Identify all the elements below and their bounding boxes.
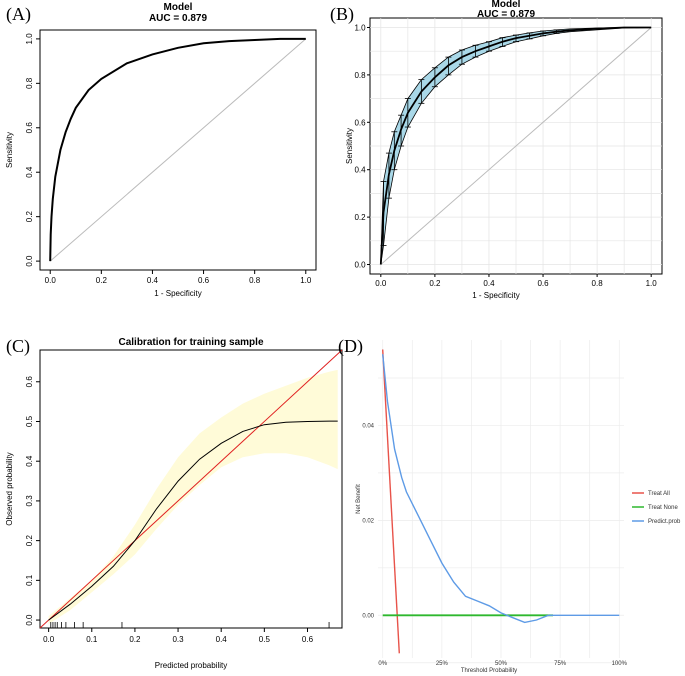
panel-a-xtick-label: 0.0 [45, 276, 57, 285]
panel-c-frame [39, 349, 343, 629]
panel-c-title: Calibration for training sample [118, 337, 263, 348]
panel-c-calibration: (C) Calibration for training sample 0.0 0.1… [5, 336, 343, 670]
panel-d-ytick-label: 0.00 [362, 613, 374, 619]
panel-c-ytick-label: 0.4 [25, 455, 34, 467]
panel-a-xtick-label: 0.2 [96, 276, 108, 285]
panel-d-xtick-label: 75% [554, 661, 567, 667]
panel-b-ylabel: Sensitivity [345, 128, 354, 164]
panel-b-xtick-label: 0.2 [429, 279, 441, 288]
panel-a-roc-curve [49, 37, 306, 262]
panel-b-xtick-label: 0.8 [592, 279, 604, 288]
panel-d-xlabel: Threshold Probability [461, 668, 517, 674]
panel-c-ytick-label: 0.0 [25, 614, 34, 626]
panel-c-xtick-label: 0.5 [259, 635, 271, 644]
panel-d-ytick-label: 0.04 [362, 423, 374, 429]
legend-entry: Treat None [648, 505, 678, 511]
panel-b-xtick-label: 0.6 [537, 279, 549, 288]
panel-c-ytick-label: 0.3 [25, 495, 34, 507]
panel-c-ci-band [48, 369, 338, 624]
legend-entry: Predict.prob [648, 519, 681, 525]
panel-b-xtick-label: 0.0 [375, 279, 387, 288]
panel-c-xtick-label: 0.0 [43, 635, 55, 644]
panel-b-ytick-label: 1.0 [354, 23, 366, 32]
panel-b-ytick-label: 0.4 [354, 166, 366, 175]
panel-a-ytick-label: 0.2 [25, 211, 34, 223]
panel-c-label: (C) [6, 336, 30, 357]
panel-d-ytick-label: 0.02 [362, 518, 374, 524]
panel-b-subtitle: AUC = 0.879 [477, 9, 536, 20]
panel-d-xtick-label: 25% [436, 661, 449, 667]
panel-a-xlabel: 1 - Specificity [154, 289, 202, 298]
panel-c-ytick-label: 0.6 [25, 376, 34, 388]
panel-a-ylabel: Sensitivity [5, 132, 14, 168]
panel-b-ytick-label: 0.8 [354, 71, 366, 80]
panel-d-treat-all-line [382, 349, 400, 654]
panel-b-ytick-label: 0.6 [354, 118, 366, 127]
panel-a-ytick-label: 0.4 [25, 166, 34, 178]
panel-c-xtick-label: 0.4 [216, 635, 228, 644]
panel-a-ytick-label: 0.8 [25, 77, 34, 89]
panel-c-xtick-label: 0.3 [172, 635, 184, 644]
panel-d-xtick-label: 100% [612, 661, 628, 667]
panel-b-ytick-label: 0.2 [354, 213, 366, 222]
panel-d-legend: Treat All Treat None Predict.prob [632, 491, 681, 525]
panel-a-diagonal [49, 38, 307, 262]
panel-a-ytick-label: 0.6 [25, 122, 34, 134]
legend-entry: Treat All [648, 491, 670, 497]
panel-c-ytick-label: 0.2 [25, 535, 34, 547]
panel-b-xtick-label: 0.4 [483, 279, 495, 288]
panel-c-ideal-line [39, 349, 343, 629]
panel-c-xlabel: Predicted probability [155, 661, 227, 670]
panel-a-xtick-label: 0.4 [147, 276, 159, 285]
panel-b-xlabel: 1 - Specificity [472, 291, 520, 300]
panel-a-subtitle: AUC = 0.879 [149, 13, 208, 24]
panel-d-predict-prob-line [382, 354, 620, 624]
panel-c-xtick-label: 0.1 [86, 635, 98, 644]
panel-c-xtick-label: 0.6 [302, 635, 314, 644]
panel-c-ytick-label: 0.1 [25, 574, 34, 586]
panel-c-xtick-label: 0.2 [129, 635, 141, 644]
panel-c-ylabel: Observed probability [5, 452, 14, 525]
panel-b-title: Model [492, 0, 521, 10]
panel-a-ytick-label: 1.0 [25, 33, 34, 45]
panel-b-label: (B) [330, 4, 354, 25]
panel-d-ylabel: Net Benefit [356, 484, 362, 514]
panel-a-frame [39, 29, 317, 271]
panel-a-ytick-label: 0.0 [25, 255, 34, 267]
panel-c-calibration-curve [48, 420, 338, 621]
panel-a-title: Model [164, 2, 193, 13]
panel-a-xtick-label: 0.6 [198, 276, 210, 285]
panel-b-ytick-label: 0.0 [354, 261, 366, 270]
panel-b-xtick-label: 1.0 [646, 279, 658, 288]
panel-d-xtick-label: 50% [495, 661, 508, 667]
panel-d-xtick-label: 0% [378, 661, 387, 667]
panel-a-xtick-label: 1.0 [300, 276, 312, 285]
panel-a-xtick-label: 0.8 [249, 276, 261, 285]
panel-d-label: (D) [338, 336, 363, 357]
panel-a-label: (A) [6, 4, 31, 25]
panel-c-ytick-label: 0.5 [25, 415, 34, 427]
panel-d-decision-curve: (D) 0% 25% 50% 75% 100% 0.00 0.02 0.04 Threshold … [338, 336, 681, 674]
panel-b-diagonal [380, 27, 652, 265]
